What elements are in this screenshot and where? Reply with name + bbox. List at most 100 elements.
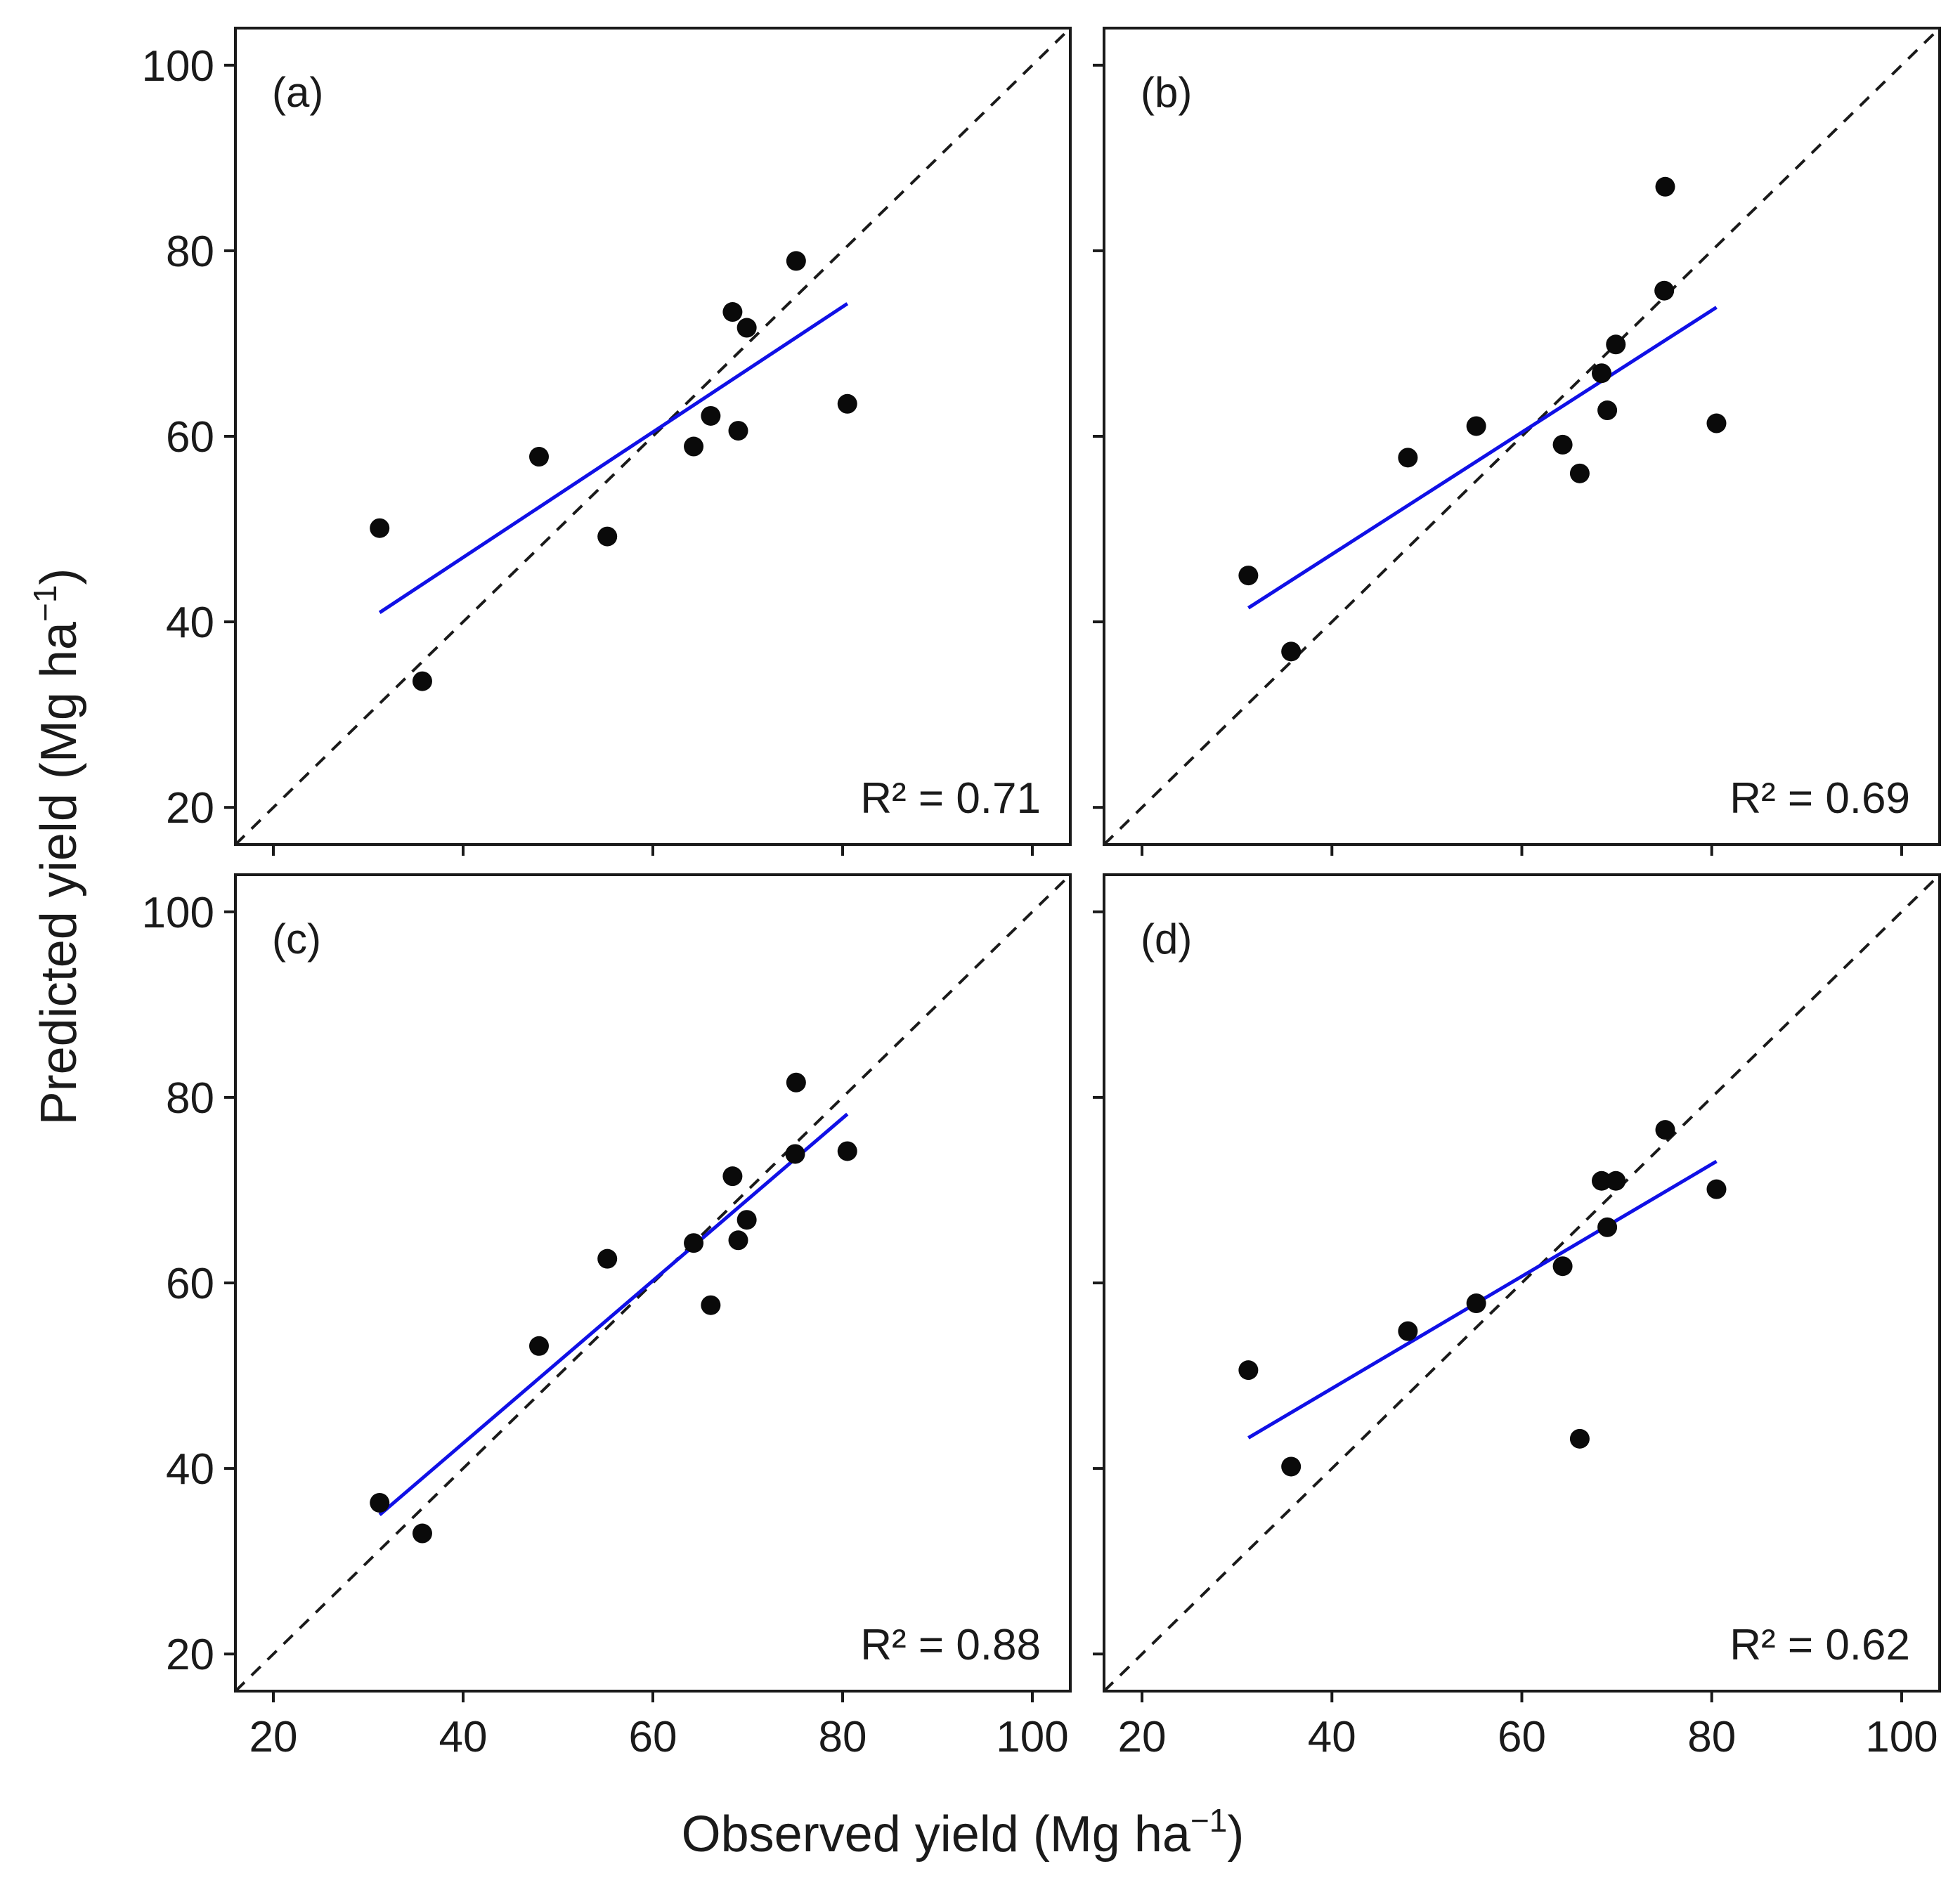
identity-line bbox=[235, 875, 1070, 1691]
data-point bbox=[701, 405, 721, 426]
y-axis-closing-paren: ) bbox=[31, 568, 87, 585]
panel-label: (c) bbox=[272, 915, 321, 963]
x-tick-label: 60 bbox=[1498, 1713, 1546, 1761]
data-point bbox=[1706, 1179, 1727, 1199]
data-point bbox=[722, 1166, 743, 1187]
x-tick-label: 20 bbox=[249, 1713, 298, 1761]
regression-line bbox=[1247, 306, 1718, 610]
plot-area bbox=[235, 28, 1070, 845]
identity-line bbox=[235, 28, 1070, 845]
plot-area bbox=[1104, 875, 1940, 1691]
y-tick-label: 80 bbox=[166, 1074, 214, 1123]
plot-area bbox=[235, 875, 1070, 1691]
y-axis-title: Predicted yield (Mg ha−1) bbox=[27, 568, 87, 1126]
data-point bbox=[837, 393, 857, 414]
y-tick-label: 80 bbox=[166, 228, 214, 276]
data-point bbox=[1398, 448, 1418, 468]
data-point bbox=[597, 1248, 618, 1269]
data-point bbox=[786, 1072, 806, 1093]
data-point bbox=[1552, 434, 1573, 455]
panels: 20 40 60 80 100 (a) R² = 0.71 (b) R² = 0.69 20 40 6… bbox=[142, 27, 1941, 1761]
data-point bbox=[529, 447, 549, 467]
data-point bbox=[722, 302, 743, 322]
data-point bbox=[786, 251, 806, 271]
data-point bbox=[370, 1492, 390, 1513]
y-tick-label: 20 bbox=[166, 1631, 214, 1679]
data-point bbox=[1591, 1171, 1611, 1191]
panel-a: 20 40 60 80 100 (a) R² = 0.71 bbox=[142, 27, 1072, 856]
y-tick-label: 60 bbox=[166, 413, 214, 462]
data-point bbox=[837, 1141, 857, 1161]
panel-label: (a) bbox=[272, 69, 323, 116]
panel-label: (b) bbox=[1141, 69, 1192, 116]
data-point bbox=[1569, 463, 1590, 483]
data-point bbox=[736, 1210, 757, 1230]
identity-line bbox=[1104, 28, 1940, 845]
data-point bbox=[370, 518, 390, 538]
data-point bbox=[701, 1295, 721, 1315]
y-tick-label: 100 bbox=[142, 42, 214, 91]
x-tick-label: 40 bbox=[1308, 1713, 1356, 1761]
x-axis-closing-paren: ) bbox=[1227, 1806, 1244, 1863]
data-point bbox=[1597, 1217, 1618, 1237]
data-point bbox=[1706, 413, 1727, 433]
data-point bbox=[1597, 400, 1618, 421]
x-tick-label: 20 bbox=[1118, 1713, 1167, 1761]
data-point bbox=[1654, 280, 1675, 301]
panel-b: (b) R² = 0.69 bbox=[1093, 27, 1941, 856]
data-point bbox=[412, 671, 432, 691]
svg-text:Observed yield (Mg ha−1): Observed yield (Mg ha−1) bbox=[682, 1802, 1245, 1863]
regression-line bbox=[378, 1112, 849, 1517]
data-point bbox=[1398, 1321, 1418, 1341]
regression-line bbox=[378, 302, 849, 614]
data-point bbox=[1606, 1171, 1626, 1191]
data-point bbox=[1655, 1120, 1675, 1140]
x-axis-title-text: Observed yield (Mg ha bbox=[682, 1806, 1191, 1863]
r-squared-label: R² = 0.88 bbox=[860, 1621, 1041, 1669]
x-axis-title: Observed yield (Mg ha−1) bbox=[682, 1802, 1245, 1863]
data-point bbox=[1238, 566, 1259, 586]
x-tick-label: 100 bbox=[1865, 1713, 1938, 1761]
data-point bbox=[597, 526, 618, 547]
y-tick-label: 40 bbox=[166, 1445, 214, 1494]
x-tick-label: 80 bbox=[819, 1713, 867, 1761]
data-point bbox=[1606, 334, 1626, 355]
panel-d: 20 40 60 80 100 (d) R² = 0.62 bbox=[1093, 873, 1941, 1761]
data-point bbox=[728, 421, 748, 441]
data-point bbox=[1281, 641, 1302, 662]
y-tick-label: 20 bbox=[166, 784, 214, 833]
identity-line bbox=[1104, 875, 1940, 1691]
x-tick-label: 80 bbox=[1687, 1713, 1736, 1761]
data-point bbox=[1569, 1428, 1590, 1449]
x-tick-label: 40 bbox=[439, 1713, 488, 1761]
panel-c: 20 40 60 80 100 20 40 60 80 100 (c) R² = 0.88 bbox=[142, 873, 1072, 1761]
data-point bbox=[1281, 1456, 1302, 1477]
x-tick-label: 60 bbox=[629, 1713, 677, 1761]
data-point bbox=[412, 1523, 432, 1544]
data-point bbox=[1238, 1360, 1259, 1381]
y-axis-title-text: Predicted yield (Mg ha bbox=[31, 621, 87, 1125]
data-point bbox=[684, 1233, 704, 1253]
data-point bbox=[1466, 416, 1486, 436]
r-squared-label: R² = 0.71 bbox=[860, 774, 1041, 823]
data-point bbox=[1655, 176, 1675, 197]
data-point bbox=[684, 436, 704, 457]
y-tick-label: 60 bbox=[166, 1260, 214, 1308]
data-point bbox=[1591, 363, 1611, 384]
data-point bbox=[529, 1336, 549, 1356]
plot-area bbox=[1104, 28, 1940, 845]
r-squared-label: R² = 0.62 bbox=[1729, 1621, 1910, 1669]
y-tick-label: 100 bbox=[142, 889, 214, 937]
y-axis-unit-superscript: −1 bbox=[27, 585, 63, 622]
x-axis-unit-superscript: −1 bbox=[1190, 1802, 1227, 1839]
data-point bbox=[1552, 1256, 1573, 1277]
data-point bbox=[736, 318, 757, 338]
data-point bbox=[1466, 1293, 1486, 1314]
svg-text:Predicted yield (Mg ha−1): Predicted yield (Mg ha−1) bbox=[27, 568, 87, 1126]
r-squared-label: R² = 0.69 bbox=[1729, 774, 1910, 823]
x-tick-label: 100 bbox=[996, 1713, 1068, 1761]
data-point bbox=[728, 1230, 748, 1251]
data-point bbox=[785, 1144, 805, 1164]
